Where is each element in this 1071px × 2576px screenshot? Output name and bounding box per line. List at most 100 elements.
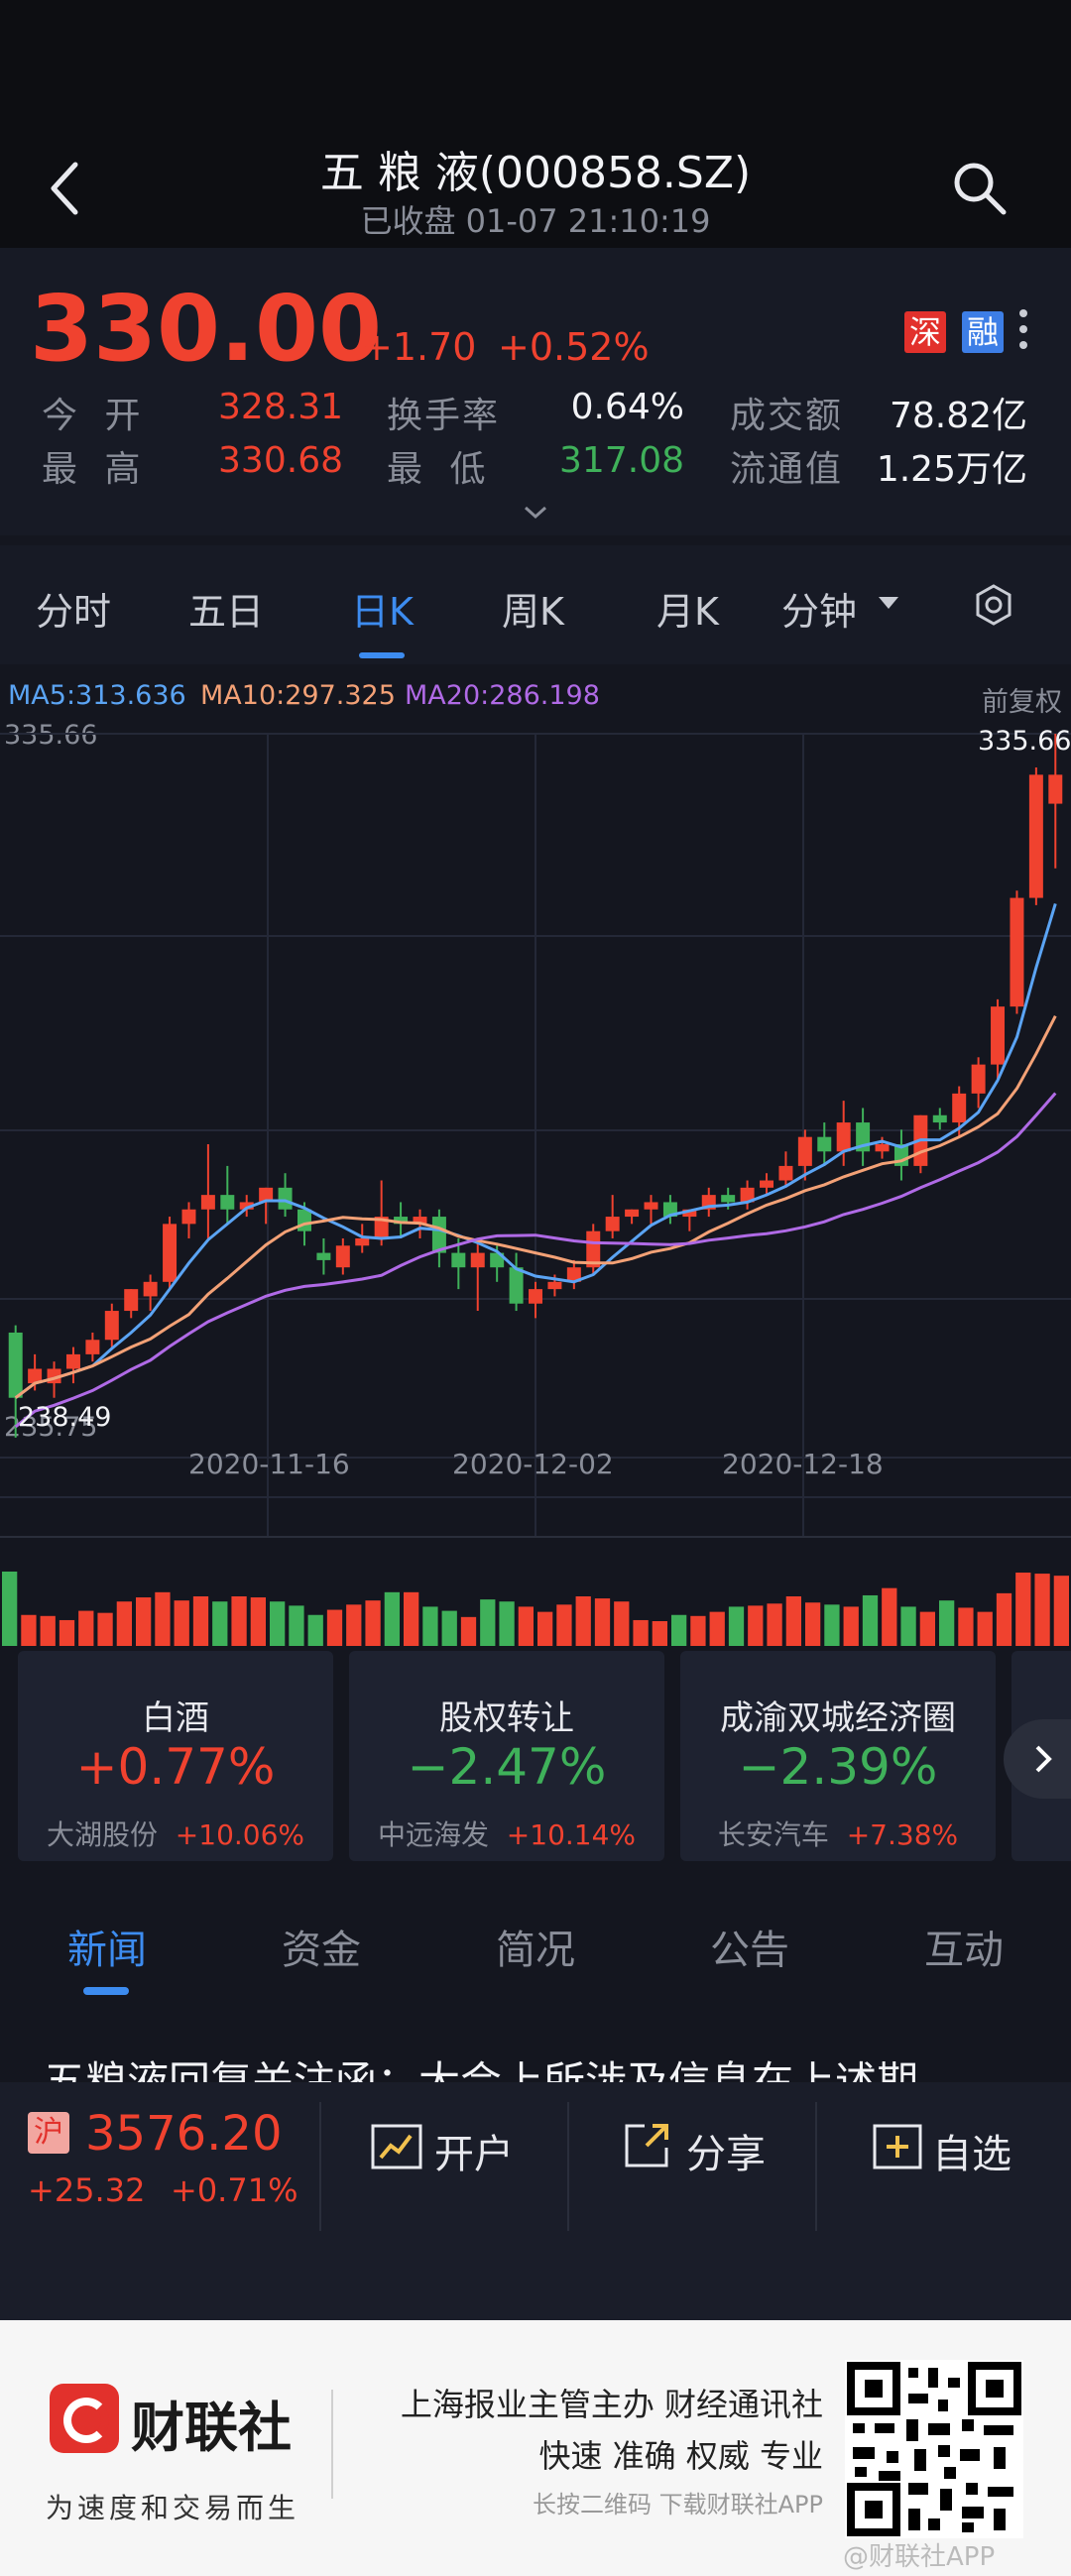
candle-body	[721, 1195, 736, 1203]
tab-weekly-k[interactable]: 周K	[502, 590, 564, 634]
brand-name: 财联社	[131, 2397, 292, 2459]
share-button[interactable]: 分享	[686, 2132, 766, 2177]
amount-value: 78.82亿	[889, 396, 1027, 436]
volume-bar	[1053, 1576, 1069, 1646]
qr-code-icon[interactable]	[845, 2360, 1023, 2538]
ma10-legend: MA10:297.325	[200, 680, 396, 711]
volume-bar	[862, 1594, 879, 1646]
search-icon[interactable]	[950, 159, 1010, 218]
open-account-button[interactable]: 开户	[434, 2132, 514, 2177]
open-value: 328.31	[218, 387, 343, 427]
back-icon[interactable]	[44, 159, 83, 218]
expand-chevron-icon[interactable]	[522, 504, 549, 522]
chevron-right-icon	[1035, 1745, 1052, 1773]
leader-stock: 中远海发	[377, 1818, 489, 1851]
axis-bottom-price: 235.75	[4, 1412, 98, 1443]
volume-bar	[709, 1611, 725, 1646]
candle-body	[932, 1114, 947, 1123]
volume-bar	[40, 1615, 56, 1646]
turnover-value: 0.64%	[570, 387, 684, 427]
watchlist-button[interactable]: 自选	[932, 2132, 1012, 2177]
index-change-pct: +0.71%	[171, 2171, 298, 2209]
volume-bar	[250, 1597, 266, 1646]
volume-bar	[441, 1610, 457, 1646]
ma20-legend: MA20:286.198	[405, 680, 600, 711]
low-marker: 238.49	[18, 1402, 112, 1433]
candle-body	[124, 1289, 139, 1312]
kline-chart[interactable]: MA5:313.636 MA10:297.325 MA20:286.198 前复…	[0, 664, 1071, 1646]
volume-bar	[289, 1605, 304, 1646]
settings-icon[interactable]	[972, 583, 1015, 627]
date-label: 2020-11-16	[188, 1448, 350, 1480]
candle-body	[547, 1281, 562, 1290]
candle-body	[335, 1245, 350, 1268]
candle-body	[413, 1217, 427, 1225]
candle-body	[682, 1209, 697, 1218]
date-label: 2020-12-18	[722, 1448, 884, 1480]
caret-down-icon[interactable]	[879, 597, 898, 611]
divider	[319, 2102, 321, 2231]
leader-stock: 长安汽车	[717, 1818, 829, 1851]
promo-banner: 财联社 为速度和交易而生 上海报业主管主办 财经通讯社 快速 准确 权威 专业 …	[0, 2320, 1071, 2576]
volume-bar	[728, 1606, 745, 1646]
tab-five-day[interactable]: 五日	[188, 590, 265, 634]
sector-pct: +0.77%	[75, 1738, 276, 1796]
sector-card[interactable]: 成渝双城经济圈 −2.39% 长安汽车 +7.38%	[680, 1651, 996, 1861]
index-badge: 沪	[28, 2112, 69, 2154]
index-change: +25.32	[28, 2171, 146, 2209]
price-change-pct: +0.52%	[498, 325, 650, 369]
adjust-mode[interactable]: 前复权	[982, 687, 1062, 718]
tab-news[interactable]: 新闻	[67, 1928, 147, 1973]
sector-card[interactable]: 白酒 +0.77% 大湖股份 +10.06%	[18, 1651, 333, 1861]
tab-funds[interactable]: 资金	[282, 1928, 361, 1973]
sector-card[interactable]: 股权转让 −2.47% 中远海发 +10.14%	[349, 1651, 664, 1861]
candle-body	[605, 1217, 620, 1231]
candle-body	[200, 1195, 215, 1210]
active-news-indicator	[83, 1987, 129, 1995]
volume-bar	[652, 1621, 667, 1646]
float-label: 流通值	[730, 449, 844, 490]
index-value[interactable]: 3576.20	[85, 2106, 283, 2162]
candle-body	[470, 1252, 485, 1268]
tab-announcements[interactable]: 公告	[710, 1928, 789, 1973]
volume-bar	[996, 1592, 1012, 1646]
tab-monthly-k[interactable]: 月K	[656, 590, 719, 634]
candle-body	[65, 1353, 80, 1369]
volume-bar	[939, 1600, 955, 1646]
tab-timeshare[interactable]: 分时	[36, 590, 112, 634]
volume-bar	[633, 1619, 649, 1646]
news-headline[interactable]: 五粮液回复关注函：大会上所涉及信息在上述期	[44, 2057, 919, 2082]
volume-bar	[785, 1596, 801, 1646]
sector-name: 白酒	[142, 1698, 209, 1738]
tab-interaction[interactable]: 互动	[924, 1928, 1004, 1973]
candle-body	[529, 1289, 542, 1304]
candle-body	[1028, 774, 1043, 898]
volume-bar	[136, 1597, 152, 1646]
volume-bar	[326, 1609, 343, 1646]
period-tabs: 分时 五日 日K 周K 月K 分钟	[0, 545, 1071, 664]
volume-bar	[690, 1615, 706, 1646]
more-icon[interactable]	[1017, 309, 1029, 349]
candle-body	[875, 1143, 890, 1152]
volume-bar	[575, 1596, 591, 1646]
candle-body	[625, 1209, 640, 1218]
scroll-next-button[interactable]	[1004, 1719, 1071, 1799]
volume-bar	[843, 1606, 859, 1646]
low-value: 317.08	[559, 440, 684, 481]
candle-body	[220, 1195, 235, 1210]
candle-body	[740, 1187, 755, 1203]
volume-bar	[2, 1572, 18, 1646]
sector-leader: 大湖股份 +10.06%	[18, 1814, 333, 1853]
market-badge: 深	[904, 311, 946, 353]
tab-daily-k[interactable]: 日K	[351, 590, 414, 634]
high-value: 330.68	[218, 440, 343, 481]
candle-body	[355, 1237, 370, 1246]
candle-body	[509, 1267, 524, 1304]
leader-pct: +10.06%	[175, 1818, 305, 1851]
tab-minute[interactable]: 分钟	[781, 590, 858, 634]
tab-profile[interactable]: 简况	[496, 1928, 575, 1973]
divider	[815, 2102, 817, 2231]
volume-bar	[384, 1591, 400, 1646]
candle-body	[760, 1180, 774, 1188]
volume-bar	[212, 1601, 228, 1646]
